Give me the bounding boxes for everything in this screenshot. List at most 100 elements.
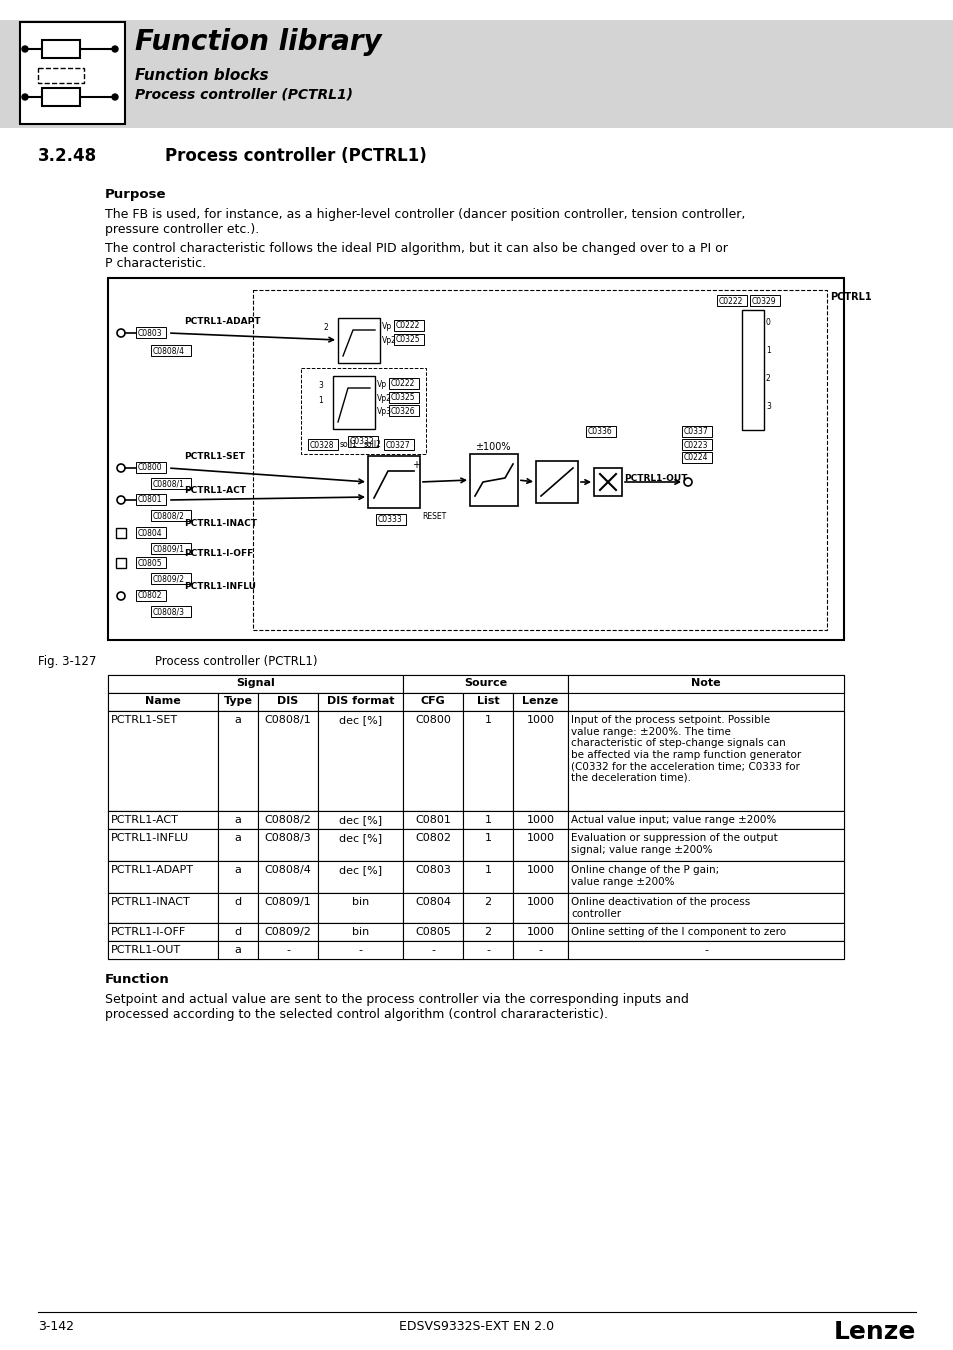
Text: C0802: C0802 [138,591,162,601]
Text: Process controller (PCTRL1): Process controller (PCTRL1) [154,655,317,668]
Bar [218,861,257,892]
Text: d: d [234,927,241,937]
Text: C0801: C0801 [138,495,162,505]
Text: C0328: C0328 [310,440,335,450]
Text: C0337: C0337 [683,428,708,436]
Bar [151,572,192,585]
Text: 1: 1 [484,716,491,725]
Bar [136,494,166,505]
Text: d: d [234,896,241,907]
Bar [257,892,317,923]
Text: CFG: CFG [420,697,445,706]
Bar [108,675,843,693]
Text: C0808/2: C0808/2 [264,815,311,825]
Circle shape [112,46,118,53]
Bar [567,675,843,693]
Text: a: a [234,865,241,875]
Text: Input of the process setpoint. Possible
value range: ±200%. The time
characteris: Input of the process setpoint. Possible … [571,716,801,783]
Bar [151,543,192,554]
Bar [717,296,746,306]
Text: C0809/1: C0809/1 [264,896,311,907]
Text: Fig. 3-127: Fig. 3-127 [38,655,96,668]
Bar [567,811,843,829]
Text: C0325: C0325 [395,336,420,344]
Text: Vp: Vp [381,323,392,331]
Text: +: + [412,460,419,470]
Bar [681,439,711,450]
Bar [513,892,567,923]
Bar [257,923,317,941]
Bar [513,811,567,829]
Text: PCTRL1-SET: PCTRL1-SET [111,716,178,725]
Text: 1: 1 [765,346,770,355]
Text: C0808/3: C0808/3 [264,833,311,842]
Bar [567,923,843,941]
Bar [136,526,166,539]
Bar [462,923,513,941]
Text: 2: 2 [323,323,328,332]
Bar [257,861,317,892]
Text: 3-142: 3-142 [38,1320,74,1332]
Bar [257,711,317,811]
Text: bin: bin [352,896,369,907]
Bar [749,296,780,306]
Text: C0326: C0326 [391,406,416,416]
Text: Source: Source [463,678,507,688]
Bar [402,811,462,829]
Text: a: a [234,945,241,954]
Text: Lenze: Lenze [522,697,558,706]
Bar [402,675,567,693]
Bar [681,452,711,463]
Bar [567,829,843,861]
Text: C0801: C0801 [415,815,451,825]
Bar [536,460,578,504]
Text: PCTRL1-OUT: PCTRL1-OUT [623,474,687,483]
Circle shape [22,95,28,100]
Text: a: a [234,815,241,825]
Bar [348,436,377,447]
Bar [513,829,567,861]
Bar [567,941,843,958]
Text: C0803: C0803 [415,865,451,875]
Text: 1000: 1000 [526,927,554,937]
Text: Function blocks: Function blocks [135,68,269,82]
Bar [108,711,218,811]
Bar [218,892,257,923]
Text: DIS format: DIS format [327,697,394,706]
Text: 0: 0 [765,319,770,327]
Text: C0222: C0222 [719,297,742,305]
Text: 1: 1 [484,865,491,875]
Bar [462,693,513,711]
Bar [594,468,621,495]
Text: 2: 2 [765,374,770,383]
Text: 2: 2 [484,896,491,907]
Bar [513,941,567,958]
Bar [108,923,843,941]
Bar [108,892,843,923]
Bar [462,892,513,923]
Text: C0329: C0329 [751,297,776,305]
Text: Process controller (PCTRL1): Process controller (PCTRL1) [165,147,426,165]
Text: C0808/3: C0808/3 [152,608,185,617]
Text: -: - [358,945,362,954]
Bar [567,861,843,892]
Text: PCTRL1-INFLU: PCTRL1-INFLU [184,582,255,591]
Text: C0804: C0804 [138,528,162,537]
Bar [402,711,462,811]
Bar [462,829,513,861]
Bar [513,861,567,892]
Bar [257,693,317,711]
Text: 1000: 1000 [526,716,554,725]
Text: C0333: C0333 [377,516,402,525]
Bar [389,392,418,404]
Bar [317,941,402,958]
Bar [585,427,616,437]
Text: List: List [476,697,498,706]
Text: C0805: C0805 [415,927,451,937]
Text: dec [%]: dec [%] [338,716,381,725]
Bar [108,811,843,829]
Text: -: - [286,945,290,954]
Bar [741,310,763,431]
Bar [513,923,567,941]
Bar [394,333,423,346]
